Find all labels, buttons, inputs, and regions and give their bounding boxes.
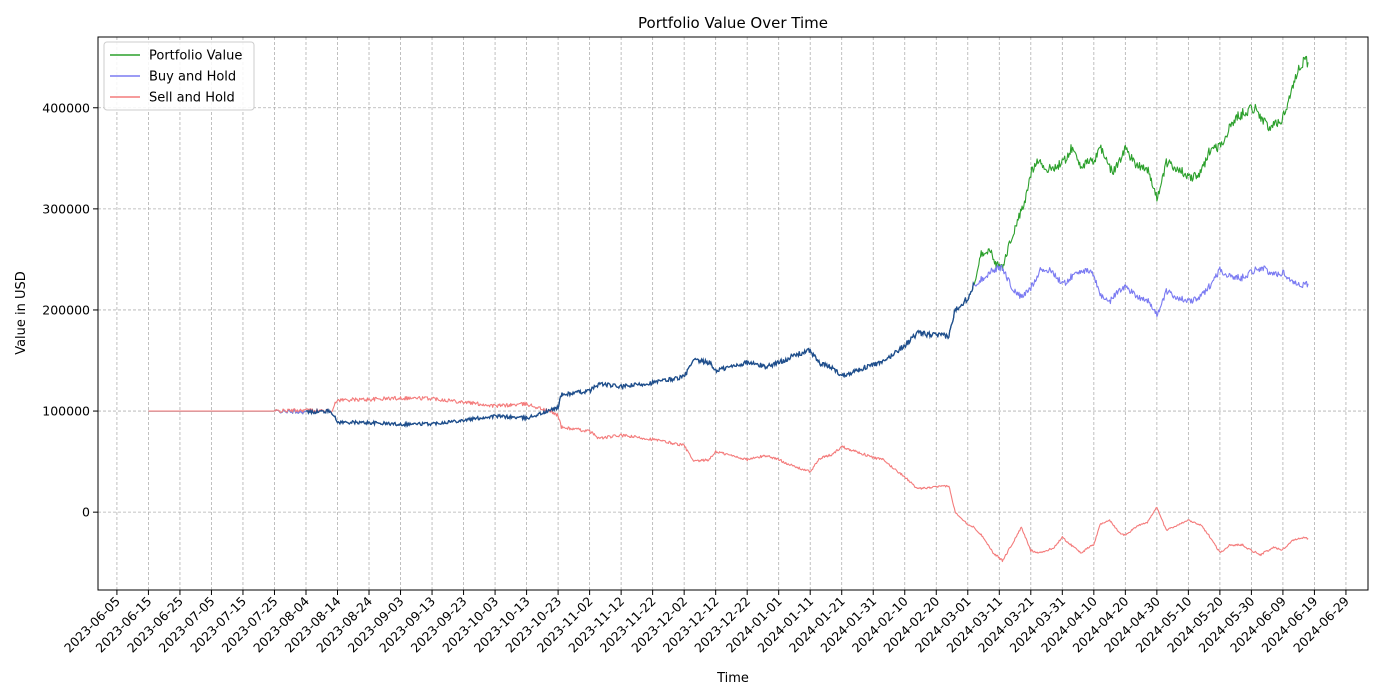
plot-area-frame xyxy=(97,36,1369,591)
legend: Portfolio Value Buy and Hold Sell and Hold xyxy=(103,41,255,111)
y-tick-label: 300000 xyxy=(42,201,90,216)
y-axis: 0 100000 200000 300000 400000 xyxy=(42,100,98,520)
y-axis-title: Value in USD xyxy=(14,271,29,355)
legend-label: Sell and Hold xyxy=(149,91,235,106)
y-tick-label: 100000 xyxy=(42,404,90,419)
y-tick-label: 200000 xyxy=(42,302,90,317)
legend-label: Buy and Hold xyxy=(149,70,236,85)
chart-title: Portfolio Value Over Time xyxy=(638,14,828,32)
legend-box xyxy=(103,41,255,111)
series-line-sell-and-hold xyxy=(148,395,1309,563)
legend-label: Portfolio Value xyxy=(149,49,242,64)
y-tick-label: 0 xyxy=(82,505,90,520)
x-axis-title: Time xyxy=(716,671,749,686)
series-lines xyxy=(148,55,1309,563)
y-tick-label: 400000 xyxy=(42,100,90,115)
series-overlap-line xyxy=(305,280,975,429)
grid-lines xyxy=(98,37,1368,590)
